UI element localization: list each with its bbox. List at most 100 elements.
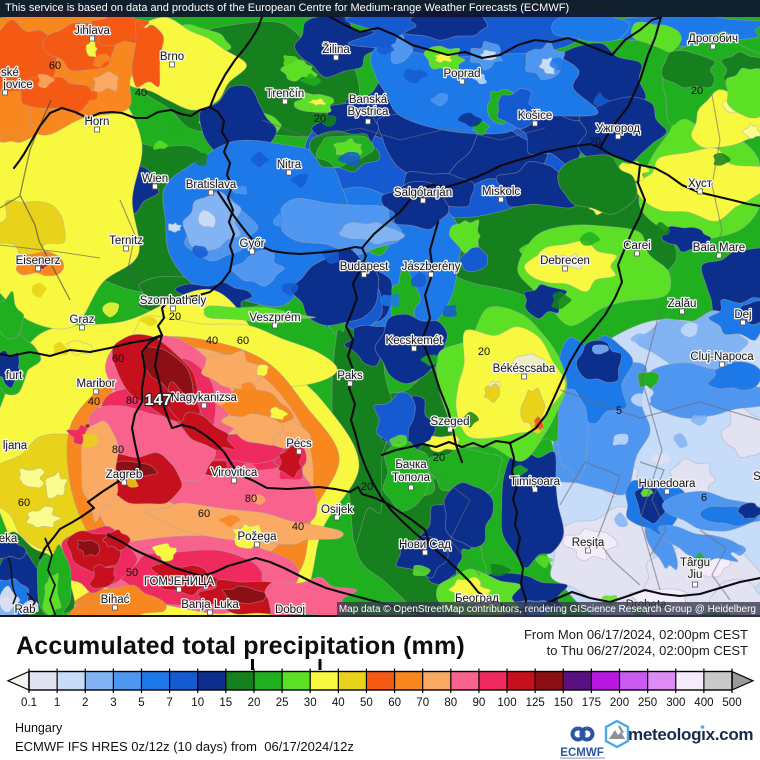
svg-text:20: 20	[314, 113, 326, 125]
svg-text:60: 60	[112, 353, 124, 365]
svg-text:175: 175	[582, 697, 601, 709]
svg-text:60: 60	[198, 508, 210, 520]
svg-text:Košice: Košice	[518, 110, 553, 122]
svg-text:40: 40	[135, 87, 147, 99]
svg-text:0.1: 0.1	[21, 697, 37, 709]
svg-text:40: 40	[88, 396, 100, 408]
svg-text:Banja Luka: Banja Luka	[181, 599, 239, 611]
svg-text:Pécs: Pécs	[286, 438, 312, 450]
svg-text:Budapest: Budapest	[340, 261, 389, 273]
svg-text:Jiu: Jiu	[688, 569, 703, 581]
svg-text:Топола: Топола	[392, 472, 431, 484]
svg-text:20: 20	[589, 136, 601, 148]
svg-text:60: 60	[237, 335, 249, 347]
svg-text:Békéscsaba: Békéscsaba	[493, 363, 556, 375]
svg-text:Salgótarján: Salgótarján	[394, 187, 452, 199]
svg-text:80: 80	[245, 493, 257, 505]
svg-text:2: 2	[82, 697, 88, 709]
svg-text:eka: eka	[0, 533, 18, 545]
svg-text:Eisenerz: Eisenerz	[16, 255, 61, 267]
svg-text:6: 6	[701, 492, 707, 504]
svg-text:Požega: Požega	[237, 531, 277, 543]
svg-text:Horn: Horn	[85, 116, 110, 128]
svg-text:Žilina: Žilina	[322, 43, 350, 56]
svg-text:Osijek: Osijek	[321, 504, 353, 516]
svg-text:Бачка: Бачка	[395, 459, 427, 471]
svg-text:Paks: Paks	[337, 370, 363, 382]
svg-text:ECMWF: ECMWF	[560, 747, 603, 759]
svg-text:Rab: Rab	[14, 604, 35, 616]
svg-text:40: 40	[332, 697, 345, 709]
svg-text:15: 15	[219, 697, 232, 709]
svg-text:80: 80	[112, 444, 124, 456]
svg-text:20: 20	[248, 697, 261, 709]
svg-text:60: 60	[388, 697, 401, 709]
svg-text:meteologıx.com: meteologıx.com	[628, 725, 753, 744]
svg-text:Bystrica: Bystrica	[348, 106, 390, 118]
svg-text:Jihlava: Jihlava	[74, 25, 110, 37]
svg-text:Virovitica: Virovitica	[211, 467, 258, 479]
svg-text:Győr: Győr	[240, 238, 265, 250]
svg-text:Zagreb: Zagreb	[106, 469, 142, 481]
svg-text:Дрогобич: Дрогобич	[688, 33, 738, 45]
svg-text:Reșița: Reșița	[572, 537, 605, 549]
svg-text:Timișoara: Timișoara	[510, 476, 561, 488]
svg-text:300: 300	[666, 697, 685, 709]
svg-text:Trenčín: Trenčín	[266, 88, 305, 100]
svg-text:jovice: jovice	[2, 79, 32, 91]
svg-text:10: 10	[191, 697, 204, 709]
svg-text:Ужгород: Ужгород	[596, 123, 640, 135]
svg-text:Brno: Brno	[160, 51, 184, 63]
svg-text:furt: furt	[6, 370, 23, 382]
svg-text:Szeged: Szeged	[430, 416, 469, 428]
svg-text:Dej: Dej	[734, 309, 751, 321]
svg-text:Carei: Carei	[623, 240, 650, 252]
svg-text:147: 147	[145, 392, 172, 409]
svg-text:Нови Сад: Нови Сад	[399, 539, 451, 551]
svg-text:Doboj: Doboj	[275, 604, 305, 616]
svg-text:20: 20	[433, 452, 445, 464]
svg-text:Baia Mare: Baia Mare	[693, 242, 745, 254]
svg-text:Bratislava: Bratislava	[186, 179, 237, 191]
svg-text:1: 1	[54, 697, 60, 709]
svg-text:20: 20	[361, 481, 373, 493]
svg-text:Jászberény: Jászberény	[402, 261, 461, 273]
svg-text:20: 20	[691, 85, 703, 97]
svg-text:80: 80	[126, 395, 138, 407]
svg-text:Zalău: Zalău	[668, 298, 697, 310]
svg-text:Szombathely: Szombathely	[140, 295, 207, 307]
svg-text:ské: ské	[1, 67, 19, 79]
svg-text:Ternitz: Ternitz	[109, 235, 143, 247]
svg-text:Veszprém: Veszprém	[249, 312, 300, 324]
svg-text:20: 20	[478, 346, 490, 358]
svg-text:250: 250	[638, 697, 657, 709]
svg-text:40: 40	[292, 521, 304, 533]
svg-text:25: 25	[276, 697, 289, 709]
svg-text:ljana: ljana	[3, 440, 28, 452]
svg-text:Banská: Banská	[349, 94, 388, 106]
svg-text:5: 5	[138, 697, 144, 709]
svg-text:S: S	[753, 471, 760, 483]
svg-text:80: 80	[444, 697, 457, 709]
svg-text:Hunedoara: Hunedoara	[639, 478, 697, 490]
svg-text:200: 200	[610, 697, 629, 709]
svg-text:Miskolc: Miskolc	[482, 186, 521, 198]
svg-text:Хуст: Хуст	[688, 178, 713, 190]
svg-text:Bihać: Bihać	[101, 594, 130, 606]
svg-text:500: 500	[722, 697, 741, 709]
svg-text:3: 3	[110, 697, 116, 709]
svg-text:Cluj-Napoca: Cluj-Napoca	[690, 351, 754, 363]
svg-text:Poprad: Poprad	[443, 68, 480, 80]
svg-text:Debrecen: Debrecen	[540, 255, 590, 267]
svg-text:7: 7	[166, 697, 172, 709]
svg-text:Nitra: Nitra	[277, 159, 302, 171]
svg-text:Târgu: Târgu	[680, 557, 710, 569]
svg-text:30: 30	[304, 697, 317, 709]
svg-text:Nagykanizsa: Nagykanizsa	[171, 392, 237, 404]
svg-text:70: 70	[416, 697, 429, 709]
svg-text:150: 150	[554, 697, 573, 709]
svg-text:60: 60	[18, 497, 30, 509]
svg-text:20: 20	[169, 311, 181, 323]
svg-text:ГОМЈЕНИЦА: ГОМЈЕНИЦА	[144, 576, 215, 588]
svg-text:Maribor: Maribor	[77, 378, 116, 390]
